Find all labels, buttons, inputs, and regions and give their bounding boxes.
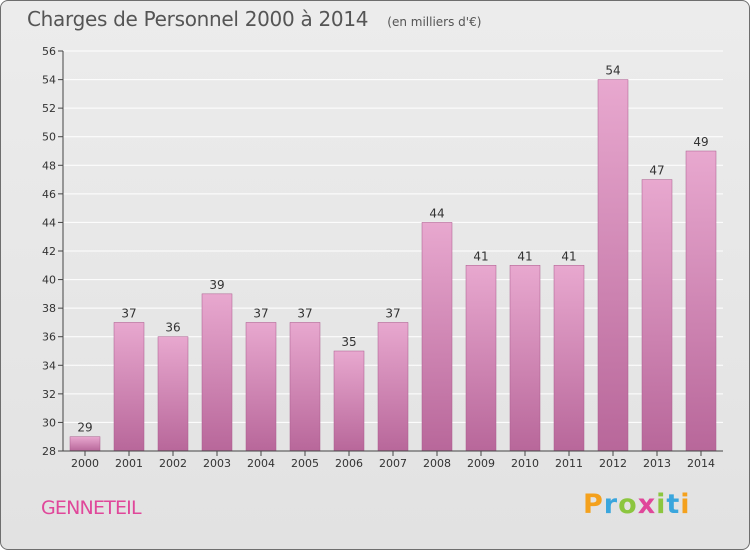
value-label-2003: 39 <box>209 278 224 292</box>
y-tick-label: 56 <box>42 45 56 58</box>
x-tick-label-2008: 2008 <box>423 457 451 470</box>
bar-2002 <box>157 336 189 452</box>
y-tick-label: 34 <box>42 359 56 372</box>
bar-2006 <box>333 350 365 452</box>
value-label-2006: 35 <box>341 335 356 349</box>
x-tick-label-2005: 2005 <box>291 457 319 470</box>
commune-name: GENNETEIL <box>41 497 142 519</box>
title-row: Charges de Personnel 2000 à 2014 (en mil… <box>27 7 481 31</box>
bar-2003 <box>201 293 233 452</box>
x-tick-label-2001: 2001 <box>115 457 143 470</box>
logo-letter: x <box>637 489 657 520</box>
y-tick-label: 42 <box>42 245 56 258</box>
value-label-2014: 49 <box>693 135 708 149</box>
logo-letter: i <box>656 489 667 520</box>
logo-letter: o <box>618 489 638 520</box>
x-tick-label-2012: 2012 <box>599 457 627 470</box>
y-tick-label: 52 <box>42 102 56 115</box>
value-label-2013: 47 <box>649 164 664 178</box>
value-label-2001: 37 <box>121 306 136 320</box>
value-label-2012: 54 <box>605 64 620 78</box>
proxiti-logo: Proxiti <box>583 489 691 520</box>
y-tick-label: 50 <box>42 131 56 144</box>
chart-subtitle: (en milliers d'€) <box>387 15 482 29</box>
value-label-2009: 41 <box>473 249 488 263</box>
value-label-2008: 44 <box>429 206 444 220</box>
value-label-2011: 41 <box>561 249 576 263</box>
value-label-2004: 37 <box>253 306 268 320</box>
value-label-2005: 37 <box>297 306 312 320</box>
value-label-2002: 36 <box>165 321 180 335</box>
bars <box>69 79 717 452</box>
y-tick-label: 48 <box>42 159 56 172</box>
y-tick-label: 30 <box>42 416 56 429</box>
bar-2004 <box>245 322 277 452</box>
y-tick-label: 32 <box>42 388 56 401</box>
bar-2007 <box>377 322 409 452</box>
x-tick-label-2013: 2013 <box>643 457 671 470</box>
bar-2008 <box>421 222 453 452</box>
bar-2005 <box>289 322 321 452</box>
value-label-2000: 29 <box>77 421 92 435</box>
y-tick-label: 54 <box>42 74 56 87</box>
y-tick-label: 28 <box>42 445 56 458</box>
bar-2000 <box>69 436 101 452</box>
x-tick-label-2014: 2014 <box>687 457 715 470</box>
y-tick-label: 44 <box>42 216 56 229</box>
y-tick-label: 46 <box>42 188 56 201</box>
value-label-2007: 37 <box>385 306 400 320</box>
chart-title: Charges de Personnel 2000 à 2014 <box>27 7 369 31</box>
y-tick-label: 36 <box>42 331 56 344</box>
axes <box>58 50 723 456</box>
x-tick-label-2002: 2002 <box>159 457 187 470</box>
x-tick-label-2000: 2000 <box>71 457 99 470</box>
bar-2011 <box>553 265 585 452</box>
logo-letter: t <box>666 489 681 520</box>
y-tick-label: 38 <box>42 302 56 315</box>
bar-2013 <box>641 179 673 452</box>
x-tick-label-2004: 2004 <box>247 457 275 470</box>
bar-2009 <box>465 265 497 452</box>
logo-letter: i <box>680 489 691 520</box>
logo-letter: r <box>603 489 619 520</box>
y-tick-label: 40 <box>42 274 56 287</box>
value-label-2010: 41 <box>517 249 532 263</box>
logo-letter: P <box>583 489 604 520</box>
bar-2001 <box>113 322 145 452</box>
x-tick-label-2011: 2011 <box>555 457 583 470</box>
x-tick-label-2006: 2006 <box>335 457 363 470</box>
bar-2010 <box>509 265 541 452</box>
bar-2014 <box>685 150 717 452</box>
x-tick-label-2003: 2003 <box>203 457 231 470</box>
bar-2012 <box>597 79 629 452</box>
x-tick-label-2009: 2009 <box>467 457 495 470</box>
labels: 28 30 32 34 36 38 40 42 44 46 48 50 52 54 56 29 2000 37 20… <box>42 45 715 470</box>
x-tick-label-2007: 2007 <box>379 457 407 470</box>
x-tick-label-2010: 2010 <box>511 457 539 470</box>
